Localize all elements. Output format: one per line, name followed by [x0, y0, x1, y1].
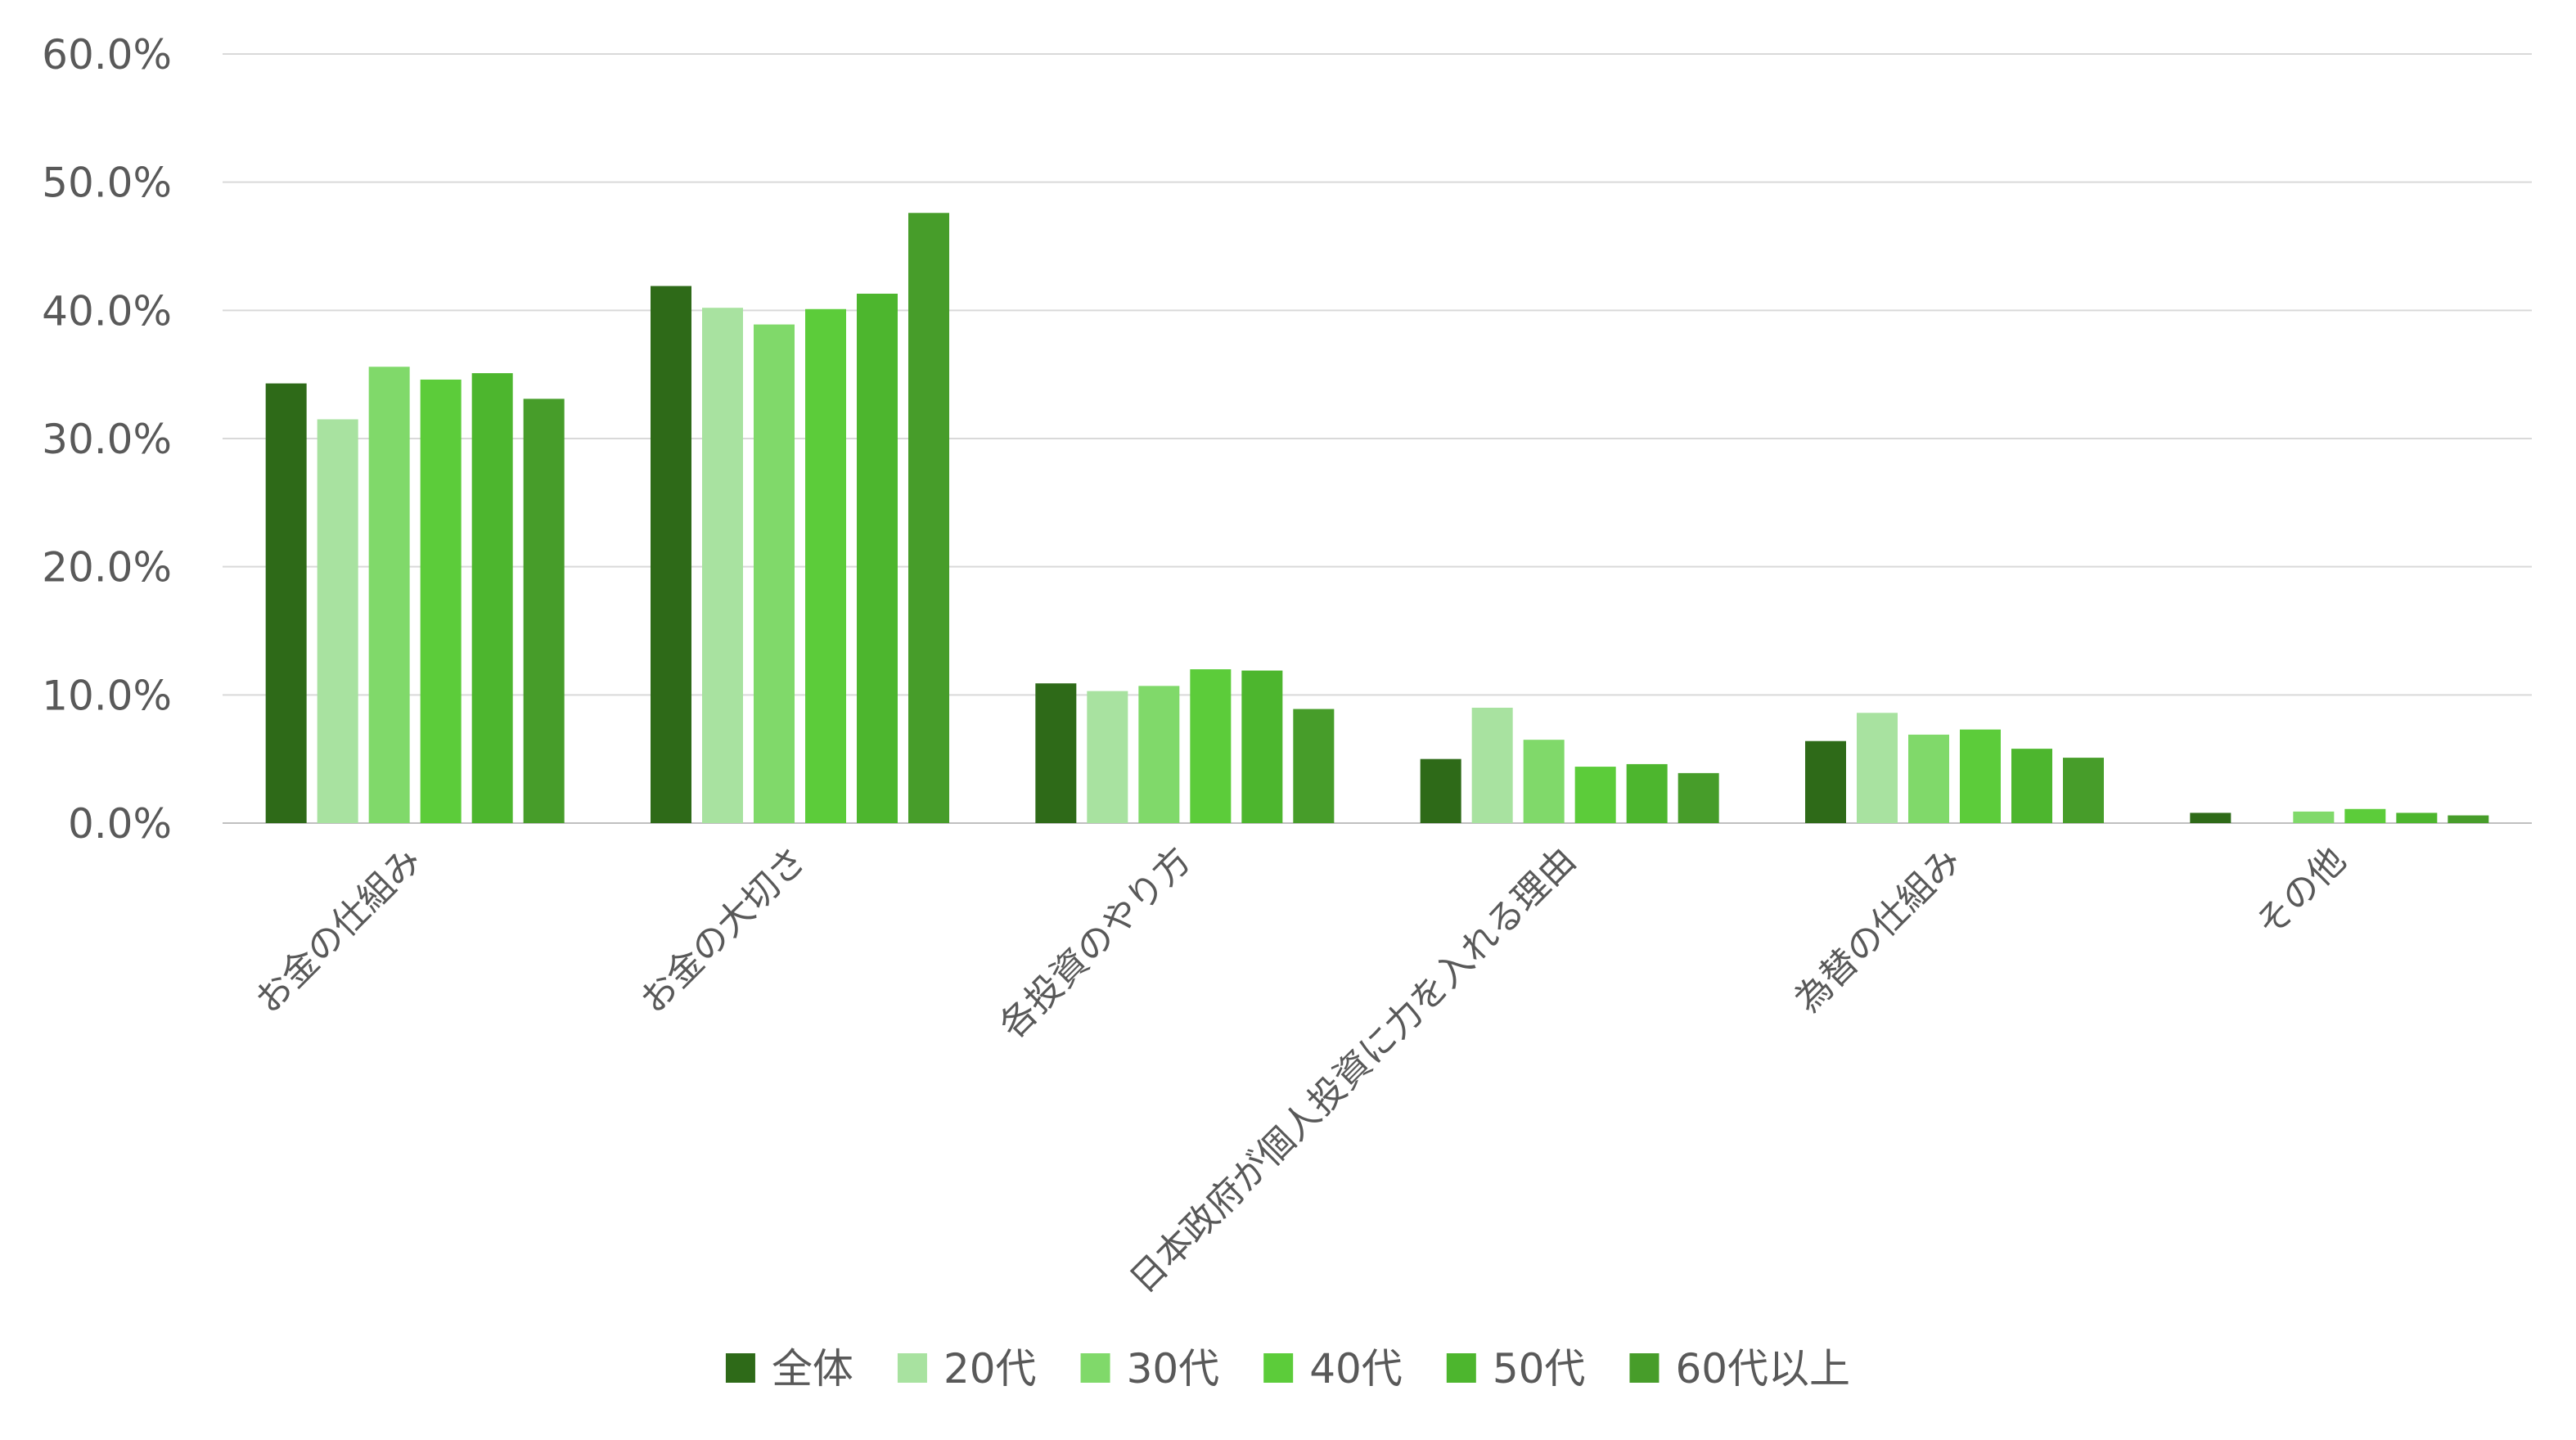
bar — [1241, 670, 1283, 823]
bar — [1960, 729, 2001, 823]
bar — [1293, 709, 1335, 823]
x-tick-label: 日本政府が個人投資に力を入れる理由 — [1122, 839, 1584, 1302]
legend-label: 40代 — [1309, 1345, 1403, 1393]
legend-label: 50代 — [1493, 1345, 1586, 1393]
legend-swatch — [725, 1353, 755, 1383]
legend: 全体 20代 30代 40代 50代 60代以上 — [725, 1345, 1850, 1393]
bar — [1087, 691, 1128, 823]
legend-swatch — [1446, 1353, 1476, 1383]
legend-swatch — [897, 1353, 927, 1383]
bar — [2190, 812, 2231, 823]
legend-label: 30代 — [1127, 1345, 1220, 1393]
bar — [857, 293, 898, 823]
legend-item: 40代 — [1263, 1345, 1403, 1393]
bar — [1574, 767, 1616, 823]
bar — [702, 308, 743, 823]
legend-item: 50代 — [1446, 1345, 1586, 1393]
y-tick-label: 10.0% — [42, 672, 172, 719]
bar — [1035, 683, 1077, 823]
bar — [2344, 808, 2386, 823]
bars — [265, 213, 2489, 824]
x-tick-label: お金の大切さ — [633, 839, 815, 1022]
y-tick-label: 30.0% — [42, 416, 172, 463]
y-tick-label: 50.0% — [42, 160, 172, 207]
bar — [1678, 772, 1719, 823]
bar — [1420, 758, 1461, 823]
legend-swatch — [1263, 1353, 1294, 1383]
y-tick-label: 60.0% — [42, 31, 172, 79]
bar — [1190, 669, 1232, 823]
bar — [368, 367, 410, 823]
y-tick-label: 0.0% — [68, 800, 172, 848]
legend-item: 30代 — [1080, 1345, 1220, 1393]
x-tick-label: 各投資のやり方 — [992, 839, 1200, 1047]
y-tick-label: 40.0% — [42, 287, 172, 335]
bar — [1626, 763, 1668, 823]
gridlines — [223, 53, 2532, 824]
bar — [420, 379, 462, 823]
legend-label: 60代以上 — [1675, 1345, 1850, 1393]
x-tick-label: 為替の仕組み — [1787, 839, 1970, 1022]
legend-swatch — [1629, 1353, 1660, 1383]
bar — [2293, 811, 2335, 823]
legend-swatch — [1080, 1353, 1110, 1383]
legend-label: 20代 — [943, 1345, 1037, 1393]
bar — [1908, 734, 1949, 823]
bar — [523, 398, 565, 823]
bar — [2448, 815, 2489, 823]
bar — [317, 419, 358, 823]
bar — [1471, 708, 1513, 823]
x-tick-label: お金の仕組み — [247, 839, 430, 1022]
y-axis: 0.0% 10.0% 20.0% 30.0% 40.0% 50.0% 60.0% — [42, 31, 172, 848]
bar — [265, 383, 307, 824]
bar — [2396, 812, 2438, 823]
bar — [1138, 686, 1180, 823]
bar — [651, 286, 691, 824]
legend-label: 全体 — [772, 1345, 853, 1393]
bar — [908, 213, 949, 823]
bar — [754, 324, 795, 824]
bar — [1805, 740, 1846, 823]
x-tick-label: その他 — [2248, 839, 2353, 945]
bar — [2011, 749, 2052, 823]
bar — [1857, 713, 1898, 823]
legend-item: 全体 — [725, 1345, 853, 1393]
legend-item: 60代以上 — [1629, 1345, 1850, 1393]
bar — [2063, 758, 2104, 823]
y-tick-label: 20.0% — [42, 544, 172, 592]
legend-item: 20代 — [897, 1345, 1037, 1393]
bar — [805, 308, 846, 823]
bar — [471, 373, 513, 824]
bar — [1523, 740, 1565, 823]
